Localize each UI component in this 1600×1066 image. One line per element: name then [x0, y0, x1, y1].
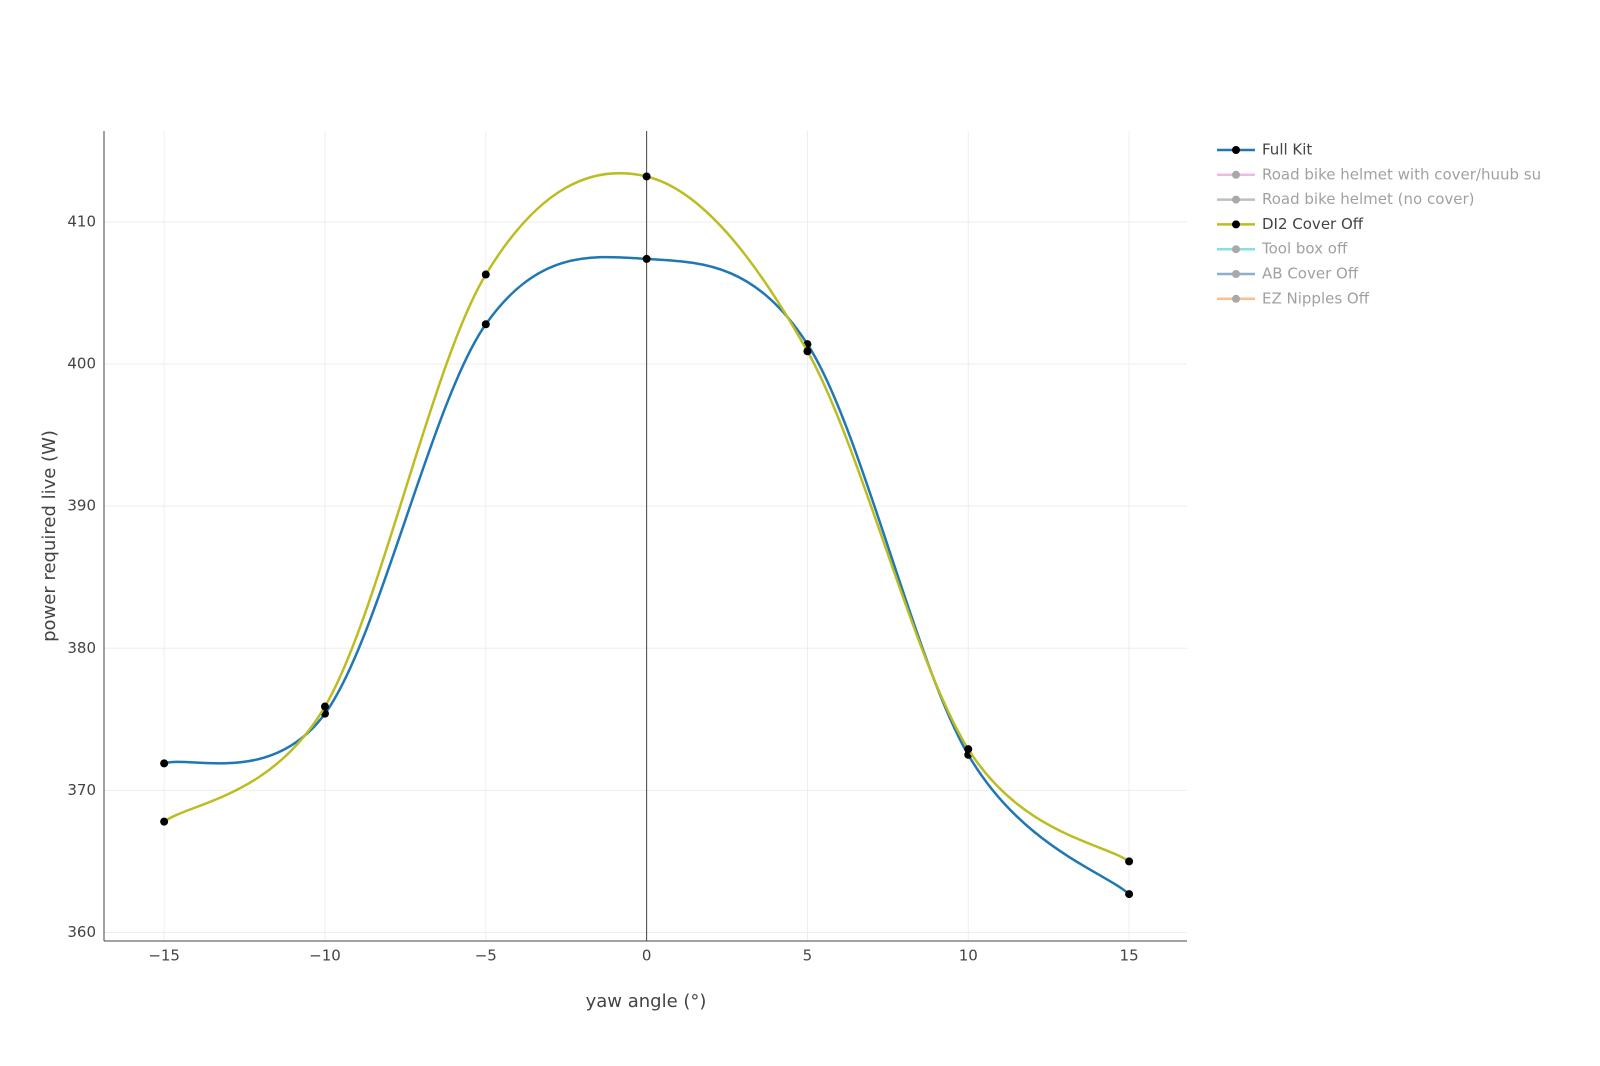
legend-item: AB Cover Off — [1217, 265, 1359, 283]
legend-marker — [1232, 170, 1240, 179]
legend-label: AB Cover Off — [1262, 265, 1359, 283]
y-tick-label: 370 — [67, 781, 96, 799]
x-tick-label: 0 — [642, 947, 652, 965]
x-tick-label: −15 — [148, 947, 180, 965]
data-point — [160, 759, 169, 768]
legend-marker — [1232, 146, 1240, 154]
legend-label: Full Kit — [1262, 141, 1312, 159]
legend-label: EZ Nipples Off — [1262, 289, 1370, 307]
legend-marker — [1232, 294, 1240, 303]
data-point — [481, 270, 490, 279]
legend-marker — [1232, 220, 1240, 229]
legend-item: Tool box off — [1217, 240, 1348, 258]
x-axis-title: yaw angle (°) — [586, 991, 707, 1012]
y-tick-label: 410 — [67, 212, 96, 230]
y-tick-label: 380 — [67, 639, 96, 657]
data-point — [803, 347, 812, 356]
y-tick-label: 390 — [67, 497, 96, 515]
legend-item: Full Kit — [1217, 141, 1312, 159]
x-tick-label: −10 — [309, 947, 341, 965]
data-point — [642, 172, 651, 181]
legend-label: DI2 Cover Off — [1262, 215, 1364, 233]
x-tick-label: 10 — [959, 947, 978, 965]
x-tick-label: 5 — [803, 947, 813, 965]
data-point — [1125, 857, 1134, 866]
legend-marker — [1232, 245, 1240, 254]
data-point — [320, 702, 329, 711]
x-tick-label: 15 — [1120, 947, 1139, 965]
legend-marker — [1232, 195, 1240, 204]
legend-label: Road bike helmet with cover/huub su — [1262, 165, 1541, 183]
data-point — [1125, 890, 1134, 899]
legend-marker — [1232, 270, 1240, 278]
data-point — [964, 745, 973, 754]
x-tick-label: −5 — [475, 947, 497, 965]
legend-item: DI2 Cover Off — [1217, 215, 1364, 233]
legend-label: Tool box off — [1261, 240, 1348, 258]
y-tick-label: 360 — [67, 923, 96, 941]
legend-item: Road bike helmet (no cover) — [1217, 190, 1475, 208]
legend-item: EZ Nipples Off — [1217, 289, 1370, 307]
legend-label: Road bike helmet (no cover) — [1262, 190, 1475, 208]
y-axis-title: power required live (W) — [39, 430, 60, 642]
data-point — [642, 254, 651, 263]
y-tick-label: 400 — [67, 355, 96, 373]
data-point — [160, 817, 169, 826]
legend-item: Road bike helmet with cover/huub su — [1217, 165, 1541, 183]
data-point — [481, 320, 490, 329]
